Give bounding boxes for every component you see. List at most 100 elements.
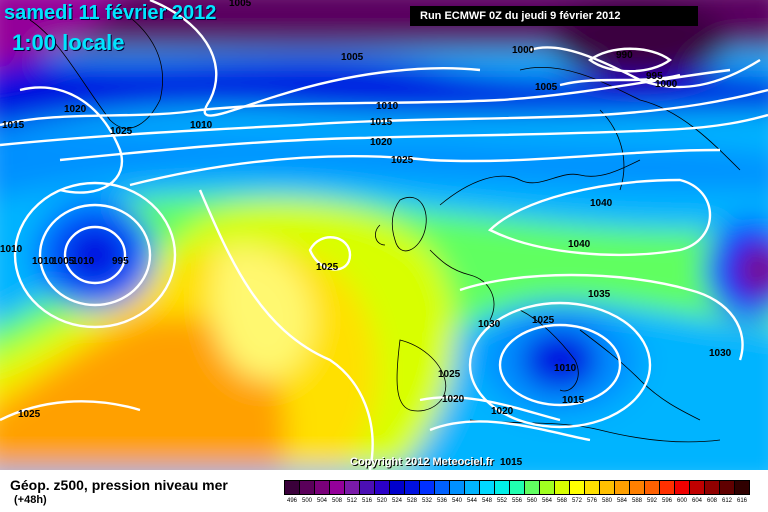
isobar-label: 995 [646,71,663,82]
isobar-label: 1000 [512,45,535,56]
scale-swatch [284,480,300,495]
isobar-label: 1005 [535,82,558,93]
forecast-time: 1:00 locale [12,30,125,55]
scale-swatch [299,480,315,495]
scale-label: 560 [526,498,537,504]
scale-swatch [344,480,360,495]
forecast-date: samedi 11 février 2012 [4,2,217,24]
scale-swatch [509,480,525,495]
scale-swatch [584,480,600,495]
isobar-label: 1035 [588,289,611,300]
isobar-label: 1030 [709,348,732,359]
scale-label: 536 [436,498,447,504]
scale-label: 532 [421,498,432,504]
scale-label: 508 [331,498,342,504]
scale-swatch [689,480,705,495]
isobar-label: 1010 [32,256,55,267]
isobar-label: 1010 [190,120,213,131]
isobar-label: 1010 [0,244,23,255]
scale-swatch [389,480,405,495]
scale-swatch [434,480,450,495]
scale-label: 544 [466,498,477,504]
copyright-text: Copyright 2012 Meteociel.fr [350,456,494,468]
isobar-label: 1025 [532,315,555,326]
isobar-label: 1015 [562,395,585,406]
scale-label: 592 [646,498,657,504]
scale-swatch [599,480,615,495]
isobar-label: 1025 [18,409,41,420]
scale-label: 512 [346,498,357,504]
isobar-label: 1040 [568,239,591,250]
isobar-label: 995 [112,256,129,267]
scale-swatch [659,480,675,495]
scale-swatch [539,480,555,495]
scale-label: 548 [481,498,492,504]
scale-swatch [569,480,585,495]
isobar-label: 1030 [478,319,501,330]
model-run-label: Run ECMWF 0Z du jeudi 9 février 2012 [410,6,698,26]
scale-swatch [404,480,420,495]
scale-swatch [329,480,345,495]
isobar-label: 1025 [110,126,133,137]
isobar-label: 1025 [316,262,339,273]
isobar-label: 1040 [590,198,613,209]
scale-label: 552 [496,498,507,504]
color-scale: 496 500 504 508 512 516 520 524 528 532 536 540 544 5… [284,480,750,506]
isobar-label: 1005 [229,0,252,9]
scale-swatch [374,480,390,495]
scale-label: 556 [511,498,522,504]
isobar-label: 1020 [442,394,465,405]
scale-swatch [524,480,540,495]
isobar-label: 1005 [52,256,75,267]
scale-label: 568 [556,498,567,504]
scale-label: 616 [736,498,747,504]
scale-label: 516 [361,498,372,504]
scale-swatch [614,480,630,495]
isobar-label: 1020 [370,137,393,148]
isobar-label: 1025 [391,155,414,166]
isobar-label: 1010 [554,363,577,374]
scale-label: 500 [301,498,312,504]
isobar-label: 1020 [64,104,87,115]
scale-label: 528 [406,498,417,504]
scale-swatch [419,480,435,495]
scale-swatch [494,480,510,495]
isobar-label: 1015 [370,117,393,128]
isobar-label: 1025 [438,369,461,380]
weather-map: 1005 1005 1000 990 995 1000 1005 1020 10… [0,0,768,470]
isobar-label: 1015 [500,457,523,468]
scale-swatch [464,480,480,495]
isobar-label: 990 [616,50,633,61]
isobar-label: 1015 [2,120,25,131]
legend-subtitle: (+48h) [14,494,47,506]
scale-label: 612 [721,498,732,504]
scale-label: 540 [451,498,462,504]
scale-label: 520 [376,498,387,504]
scale-label: 580 [601,498,612,504]
scale-label: 524 [391,498,402,504]
scale-label: 576 [586,498,597,504]
scale-label: 596 [661,498,672,504]
scale-label: 588 [631,498,642,504]
legend-title: Géop. z500, pression niveau mer [10,477,228,493]
isobars [0,0,768,470]
scale-label: 496 [286,498,297,504]
scale-label: 572 [571,498,582,504]
scale-swatch [479,480,495,495]
isobar-label: 1020 [491,406,514,417]
scale-swatch [314,480,330,495]
scale-swatch [359,480,375,495]
isobar-label: 1005 [341,52,364,63]
scale-swatch [674,480,690,495]
scale-swatch [449,480,465,495]
scale-label: 600 [676,498,687,504]
scale-swatch [554,480,570,495]
legend-bar: Géop. z500, pression niveau mer (+48h) 4… [0,470,768,512]
isobar-labels: 1005 1005 1000 990 995 1000 1005 1020 10… [0,0,732,468]
isobar-label: 1010 [376,101,399,112]
scale-swatch [629,480,645,495]
scale-label: 608 [706,498,717,504]
isobar-label: 1010 [72,256,95,267]
scale-label: 564 [541,498,552,504]
scale-swatch [704,480,720,495]
